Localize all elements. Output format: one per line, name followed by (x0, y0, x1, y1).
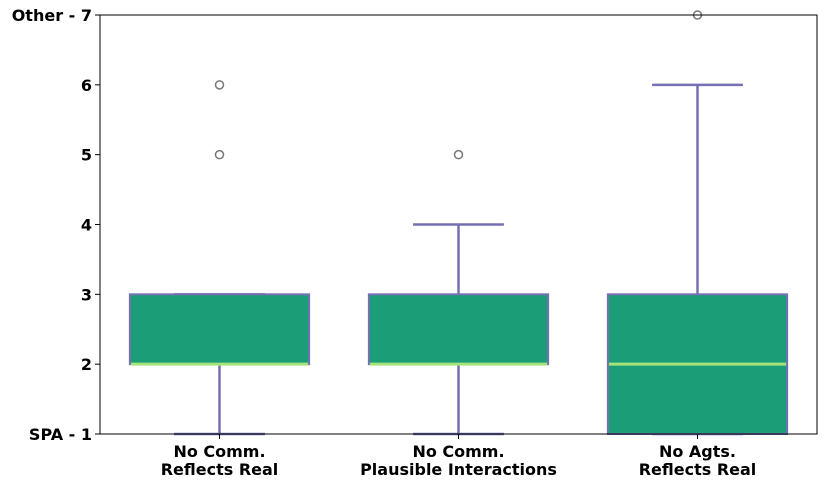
box-iqr (128, 293, 311, 366)
y-axis: SPA - 1 2 3 4 5 6 Other - 7 (12, 6, 100, 444)
outlier-point (214, 149, 225, 160)
x-tick-label-line: No Agts. (659, 442, 736, 461)
x-tick-label-line: Reflects Real (639, 460, 757, 479)
x-tick-label-line: No Comm. (412, 442, 504, 461)
y-tick-label: SPA - 1 (29, 425, 92, 444)
box-group-1 (128, 80, 311, 436)
x-tick-label-line: Reflects Real (161, 460, 279, 479)
y-tick-label: 2 (81, 355, 92, 374)
y-tick-label: 3 (81, 285, 92, 304)
y-tick-label: Other - 7 (12, 6, 92, 25)
outlier-point (214, 80, 225, 90)
outlier-point (453, 149, 464, 160)
x-tick-label-line: No Comm. (173, 442, 265, 461)
x-tick-label-line: Plausible Interactions (360, 460, 557, 479)
x-tick-label: No Comm. Plausible Interactions (360, 442, 557, 479)
box-iqr (367, 293, 550, 366)
x-tick-label: No Agts. Reflects Real (639, 442, 757, 479)
x-tick-label: No Comm. Reflects Real (161, 442, 279, 479)
plot-area (128, 10, 789, 436)
box-group-2 (367, 149, 550, 436)
y-tick-label: 4 (81, 216, 92, 235)
y-tick-label: 6 (81, 76, 92, 95)
y-tick-label: 5 (81, 146, 92, 165)
box-group-3 (606, 10, 789, 436)
